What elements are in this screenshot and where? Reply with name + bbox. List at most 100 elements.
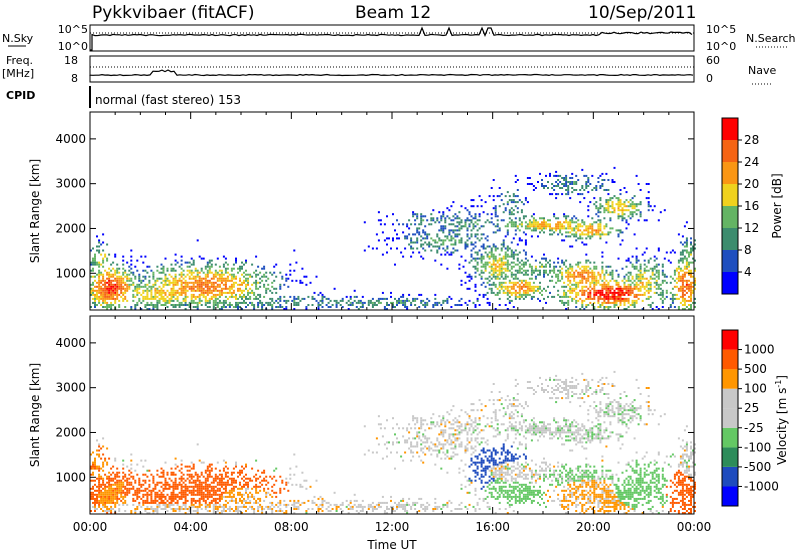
power-cell [94,289,96,292]
power-cell [530,215,533,218]
power-cell [269,301,272,304]
power-cell [228,279,231,282]
power-cell [247,291,249,294]
power-cell [581,193,584,196]
power-cell [597,273,600,276]
power-cell [631,291,634,294]
velocity-cell [94,505,96,508]
power-cell [506,203,509,206]
power-cell [106,277,109,280]
power-cell [639,265,642,268]
velocity-cell [98,503,101,506]
power-cell [611,181,614,183]
power-cell [102,233,105,236]
power-cell [690,269,692,272]
power-cell [152,283,155,286]
power-cell [537,269,539,272]
velocity-cell [220,493,223,496]
power-cell [510,273,513,276]
power-cell [94,285,96,288]
power-cell [599,273,602,276]
velocity-cell [176,495,179,498]
power-cell [122,273,125,276]
power-cell [470,229,473,232]
power-cell [186,269,189,272]
power-cell [587,231,590,234]
velocity-cell [162,471,165,474]
velocity-cell [277,501,280,504]
power-cell [534,275,537,278]
power-cell [502,245,505,248]
power-cell [126,261,129,264]
power-cell [579,229,582,232]
power-cell [279,271,282,274]
power-cell [514,249,517,252]
power-cell [583,308,586,310]
power-cell [661,295,664,298]
velocity-cell [245,499,247,502]
velocity-cell [253,501,256,504]
power-cell [555,193,558,196]
power-cell [170,287,173,290]
power-cell [524,215,527,218]
power-cell [557,261,560,264]
power-cell [237,304,239,306]
power-cell [202,283,205,286]
power-cell [228,301,231,304]
power-cell [349,301,352,304]
power-cell [460,283,463,286]
freq-panel-frame [89,55,695,83]
velocity-cell [102,487,105,490]
power-cell [381,291,384,294]
power-cell [518,297,521,300]
power-cell [134,289,137,292]
velocity-cell [206,473,209,476]
power-cell [510,287,513,290]
velocity-cell [279,503,282,506]
velocity-cell [92,463,94,466]
power-cell [474,213,477,216]
power-cell [553,185,556,187]
power-cell [524,273,527,276]
power-cell [305,308,308,310]
power-cell [134,275,137,278]
power-cell [514,283,517,286]
power-cell [567,273,570,276]
velocity-cell [100,499,103,502]
power-cell [222,306,225,308]
power-cell [601,269,604,272]
power-cell [241,281,243,284]
power-cell [226,267,229,270]
power-cell [110,283,113,286]
velocity-cell [204,477,207,480]
power-cell [539,227,541,230]
power-cell [150,291,153,294]
velocity-cell [102,481,105,484]
power-cell [549,229,551,232]
velocity-cell [196,475,199,478]
power-cell [587,177,590,179]
power-cell [603,217,606,220]
velocity-cell [210,475,213,478]
power-cell [502,263,505,266]
power-cell [589,261,592,264]
power-cell [192,281,195,284]
power-cell [162,304,165,306]
power-cell [478,293,481,296]
power-cell [112,275,115,278]
power-cell [200,257,203,260]
power-cell [104,283,107,286]
power-cell [480,199,483,202]
power-cell [486,277,489,280]
power-cell [436,245,439,248]
nsearch-tick-bottom: 10^0 [706,40,736,53]
velocity-cell [144,459,147,462]
power-cell [212,304,215,306]
power-cell [651,271,654,274]
velocity-cell [190,499,193,502]
power-cell [220,287,223,290]
velocity-cell [218,497,221,500]
power-cell [269,271,272,274]
power-cell [625,227,628,230]
velocity-cell [156,505,159,508]
